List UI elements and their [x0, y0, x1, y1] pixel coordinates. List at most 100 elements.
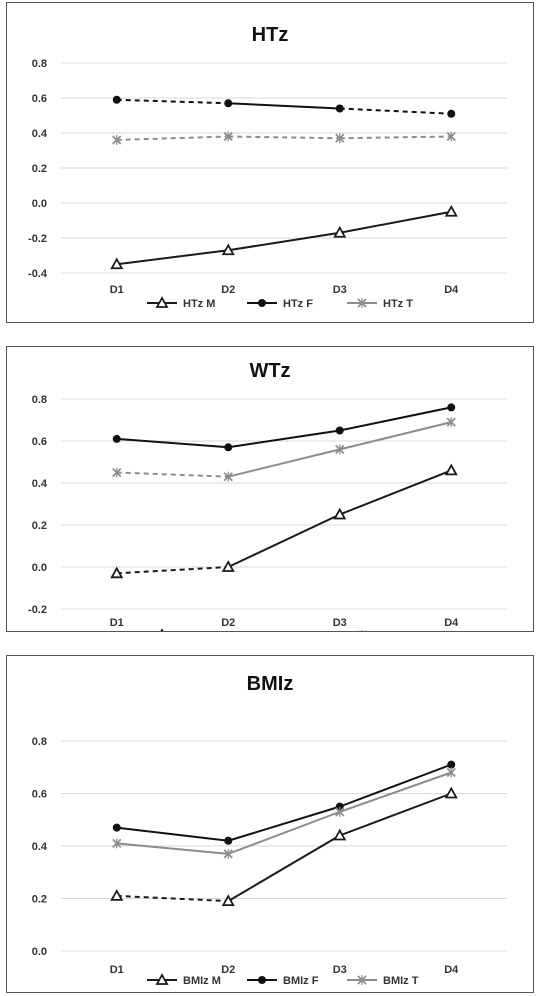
series-line-segment	[339, 771, 452, 813]
data-point	[446, 767, 456, 778]
series-line-segment	[339, 406, 452, 432]
data-point	[446, 131, 456, 142]
x-tick-label: D1	[110, 617, 124, 629]
data-point	[335, 133, 345, 144]
legend-label: HTz M	[183, 298, 215, 310]
legend-item: HTz T	[347, 298, 413, 310]
x-tick-label: D4	[444, 284, 459, 296]
series-line-segment	[116, 98, 229, 105]
data-point	[335, 104, 344, 113]
data-point	[446, 417, 456, 428]
chart-title: HTz	[252, 24, 289, 46]
y-tick-label: 0.6	[32, 436, 47, 448]
data-point	[223, 471, 233, 482]
series-line-segment	[339, 135, 452, 140]
legend-marker	[258, 299, 266, 307]
y-tick-label: 0.6	[32, 789, 47, 801]
series-T	[112, 131, 456, 145]
legend-marker	[155, 296, 169, 308]
data-point	[223, 131, 233, 142]
data-point	[110, 566, 124, 579]
data-point	[112, 95, 121, 104]
y-tick-label: -0.2	[28, 604, 47, 616]
htz-chart-panel: HTz 0.8 0.6 0.4 0.2 0.0 -0.2 -0.4 D1 D2 D3 D4 HTz M…	[6, 2, 534, 323]
wtz-chart: WTz 0.8 0.6 0.4 0.2 0.0 -0.2 D1 D2 D3 D4 WTz M WTz …	[28, 360, 507, 631]
x-tick-label: D2	[221, 617, 235, 629]
series-line-segment	[116, 566, 229, 575]
legend-marker	[160, 628, 164, 631]
data-point	[112, 135, 122, 145]
data-point	[224, 836, 233, 845]
bmiz-chart: BMIz 0.8 0.6 0.4 0.2 0.0 D1 D2 D3 D4 BMIz M BMIz F…	[32, 673, 507, 987]
series-line-segment	[339, 421, 452, 451]
series-line-segment	[228, 429, 340, 449]
data-point	[112, 823, 121, 832]
series-T	[112, 417, 456, 482]
x-tick-label: D3	[333, 964, 347, 976]
series-line-segment	[227, 805, 341, 842]
series-M	[110, 786, 458, 907]
legend-item: HTz F	[247, 298, 313, 310]
y-tick-label: 0.2	[32, 163, 47, 175]
data-point	[447, 403, 456, 412]
data-point	[112, 467, 122, 478]
data-point	[221, 560, 235, 572]
data-point	[447, 760, 456, 769]
legend-item: WTz M	[160, 628, 218, 631]
y-tick-label: 0.4	[32, 128, 48, 140]
y-tick-label: 0.4	[32, 841, 48, 853]
series-line-segment	[228, 135, 340, 140]
y-tick-label: 0.8	[32, 58, 47, 70]
legend-label: BMIz M	[183, 975, 221, 987]
series-line-segment	[116, 842, 229, 855]
legend-label: WTz F	[283, 630, 316, 631]
y-tick-label: -0.4	[28, 268, 48, 280]
data-point	[221, 243, 235, 256]
series-line-segment	[339, 210, 452, 234]
series-line-segment	[339, 763, 452, 808]
data-point	[333, 507, 347, 520]
x-tick-label: D4	[444, 617, 459, 629]
legend-label: WTz M	[183, 630, 218, 631]
series-line-segment	[227, 513, 341, 568]
data-point	[110, 257, 124, 270]
series-line-segment	[116, 437, 229, 449]
series-line-segment	[116, 471, 229, 478]
data-point	[444, 463, 458, 476]
data-point	[444, 204, 458, 217]
data-point	[335, 444, 345, 455]
data-point	[112, 434, 121, 443]
data-point	[333, 225, 347, 238]
wtz-chart-panel: WTz 0.8 0.6 0.4 0.2 0.0 -0.2 D1 D2 D3 D4 WTz M WTz …	[6, 346, 534, 632]
series-F	[112, 760, 456, 845]
x-tick-label: D2	[221, 284, 235, 296]
y-tick-label: 0.2	[32, 894, 47, 906]
data-point	[110, 889, 124, 901]
legend-marker	[358, 630, 366, 631]
x-tick-label: D2	[221, 964, 235, 976]
legend-label: HTz T	[383, 298, 413, 310]
series-line-segment	[227, 810, 341, 855]
y-tick-label: 0.2	[32, 520, 47, 532]
chart-title: WTz	[249, 360, 290, 382]
y-tick-label: -0.2	[28, 233, 47, 245]
y-tick-label: 0.0	[32, 946, 47, 958]
x-tick-label: D3	[333, 617, 347, 629]
series-line-segment	[228, 448, 340, 478]
series-T	[112, 767, 456, 859]
legend-marker	[155, 973, 169, 985]
series-M	[110, 463, 458, 579]
series-line-segment	[339, 107, 452, 115]
x-tick-label: D1	[110, 284, 124, 296]
data-point	[447, 109, 456, 118]
series-M	[110, 204, 458, 270]
series-F	[112, 403, 456, 452]
data-point	[224, 99, 233, 108]
legend-label: BMIz T	[383, 975, 419, 987]
data-point	[333, 828, 347, 841]
legend-label: BMIz F	[283, 975, 319, 987]
series-line-segment	[339, 792, 452, 837]
x-tick-label: D3	[333, 284, 347, 296]
series-line-segment	[339, 469, 452, 516]
data-point	[444, 786, 458, 799]
